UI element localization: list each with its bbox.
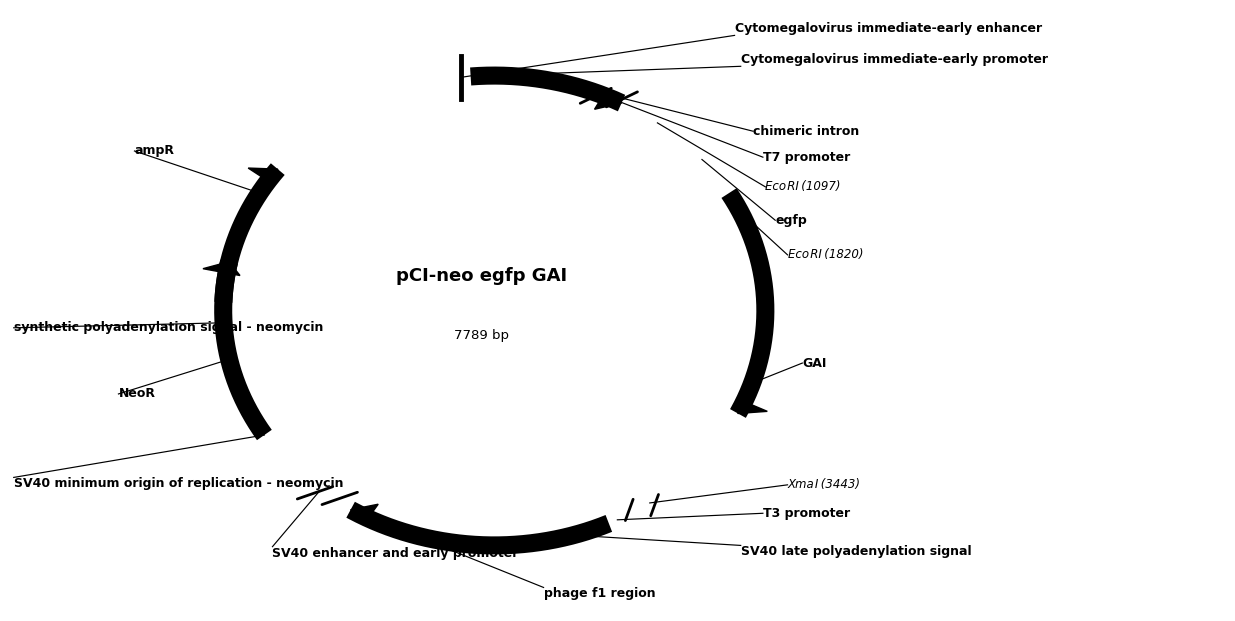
Polygon shape [594,90,621,109]
Text: Eco RI (1097): Eco RI (1097) [766,180,841,193]
Text: phage f1 region: phage f1 region [543,587,656,601]
Text: egfp: egfp [776,214,806,227]
Polygon shape [248,168,278,184]
Text: synthetic polyadenylation signal - neomycin: synthetic polyadenylation signal - neomy… [14,321,324,334]
Text: 7789 bp: 7789 bp [454,329,510,342]
Text: SV40 enhancer and early promoter: SV40 enhancer and early promoter [273,546,519,560]
Text: Cytomegalovirus immediate-early promoter: Cytomegalovirus immediate-early promoter [741,53,1047,66]
Text: NeoR: NeoR [119,388,156,401]
Text: Eco RI (1820): Eco RI (1820) [788,248,863,261]
Text: pCI-neo egfp GAI: pCI-neo egfp GAI [396,268,568,286]
Text: SV40 late polyadenylation signal: SV40 late polyadenylation signal [741,545,972,558]
Polygon shape [737,399,767,414]
Text: Cytomegalovirus immediate-early enhancer: Cytomegalovirus immediate-early enhancer [735,22,1041,35]
Polygon shape [351,504,378,523]
Text: chimeric intron: chimeric intron [753,125,860,138]
Text: ampR: ampR [135,145,174,158]
Text: SV40 minimum origin of replication - neomycin: SV40 minimum origin of replication - neo… [14,478,343,491]
Polygon shape [203,261,240,276]
Text: GAI: GAI [803,356,826,369]
Text: Xma I (3443): Xma I (3443) [788,478,861,491]
Text: T7 promoter: T7 promoter [763,151,850,164]
Text: T3 promoter: T3 promoter [763,507,850,520]
